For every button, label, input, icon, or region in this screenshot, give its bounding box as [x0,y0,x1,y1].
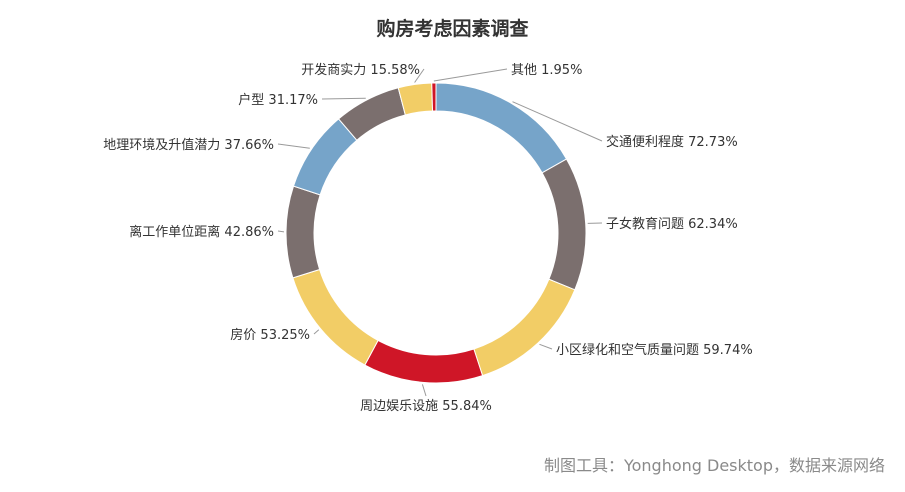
leader-line [313,329,320,335]
slice-label: 周边娱乐设施 55.84% [360,399,492,414]
donut-slice [541,158,587,291]
slice-label: 子女教育问题 62.34% [606,216,738,232]
leader-line [512,101,603,142]
donut-slice [285,185,321,279]
leader-line [421,384,427,397]
donut-slice [292,118,358,196]
donut-slice [292,268,379,366]
chart-title: 购房考虑因素调查 [376,18,529,40]
donut-slice [364,339,484,384]
slice-label: 其他 1.95% [511,63,582,78]
slices-layer [285,82,587,384]
donut-slice [435,82,568,174]
slice-label: 交通便利程度 72.73% [606,134,738,150]
source-note: 制图工具：Yonghong Desktop，数据来源网络 [543,456,885,475]
leader-line [433,68,508,82]
slice-label: 离工作单位距离 42.86% [129,224,274,240]
slice-label: 开发商实力 15.58% [301,62,420,78]
leader-line [414,68,425,83]
leader-lines-layer [277,68,603,397]
leader-line [277,143,310,149]
leader-line [321,97,366,100]
donut-slice [473,278,576,377]
donut-slice [431,82,437,112]
slice-label: 户型 31.17% [238,92,318,108]
slice-label: 地理环境及升值潜力 37.66% [103,137,274,153]
labels-layer: 交通便利程度 72.73% 子女教育问题 62.34% 小区绿化和空气质量问题 59… [103,62,752,414]
slice-label: 小区绿化和空气质量问题 59.74% [556,342,753,358]
leader-line [539,343,553,350]
slice-label: 房价 53.25% [230,327,310,343]
leader-line [277,230,285,233]
